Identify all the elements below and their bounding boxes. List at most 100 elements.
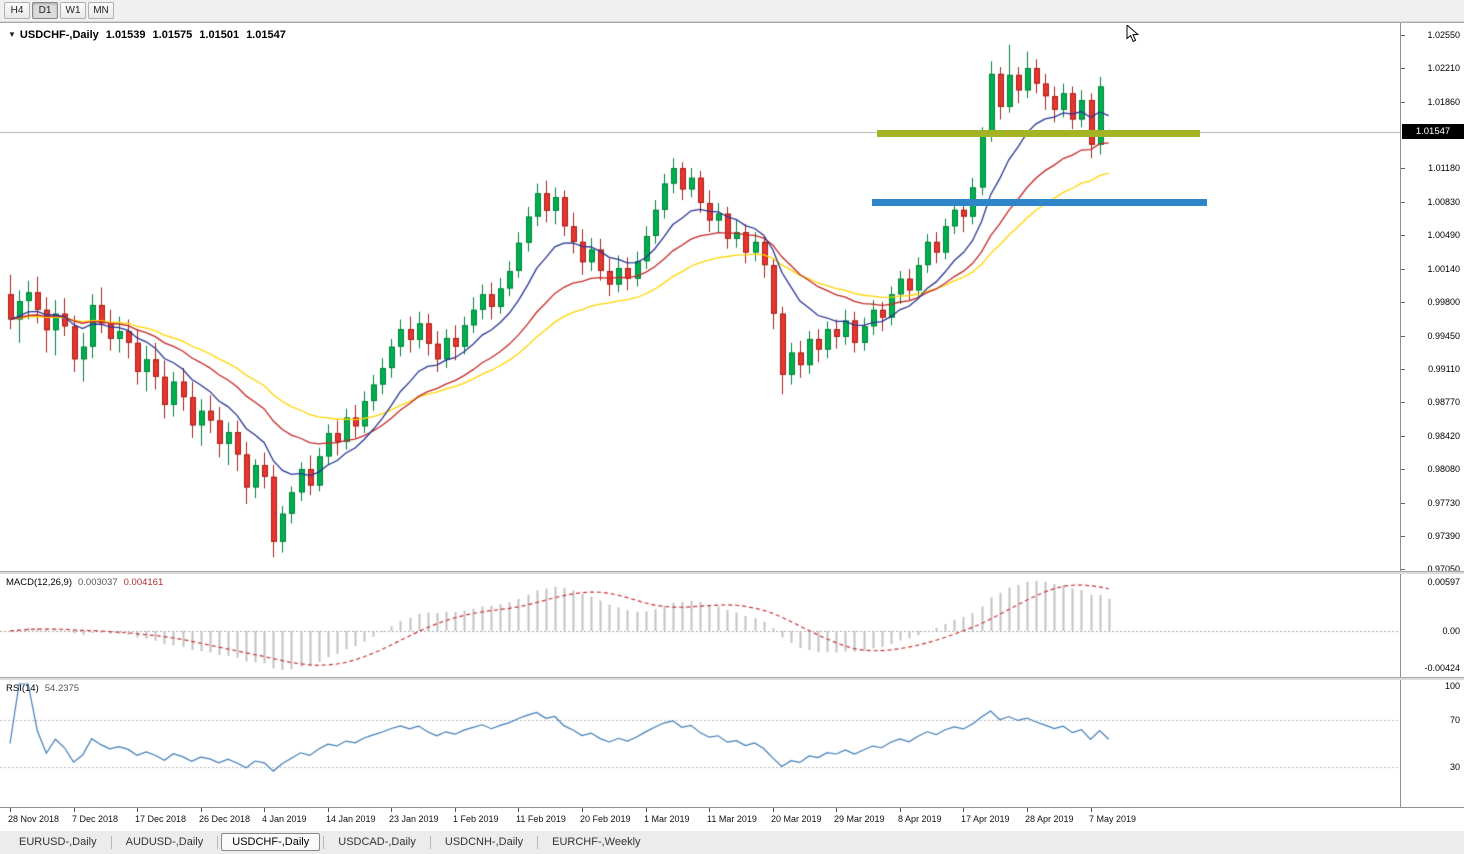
- price-tick-label: 1.00140: [1427, 264, 1460, 274]
- price-tick-label: 0.97730: [1427, 498, 1460, 508]
- open-value: 1.01539: [105, 29, 146, 41]
- tab-separator: [217, 835, 219, 849]
- price-tickmark: [1401, 402, 1405, 403]
- rsi-axis-70-label: 70: [1449, 715, 1460, 725]
- timeframe-toolbar: H4 D1 W1 MN: [0, 0, 1464, 22]
- tab-usdcad-daily[interactable]: USDCAD-,Daily: [338, 836, 416, 848]
- panel-divider[interactable]: [0, 677, 1464, 680]
- chart-tabs-bar: EURUSD-,Daily AUDUSD-,Daily USDCHF-,Daily U…: [0, 830, 1464, 854]
- timeframe-button-mn[interactable]: MN: [88, 2, 114, 19]
- date-tickmark: [391, 808, 392, 812]
- tab-eurusd-daily[interactable]: EURUSD-,Daily: [19, 836, 97, 848]
- price-tickmark: [1401, 35, 1405, 36]
- date-tickmark: [201, 808, 202, 812]
- date-tick-label: 20 Feb 2019: [580, 814, 631, 824]
- tab-eurchf-weekly[interactable]: EURCHF-,Weekly: [552, 836, 641, 848]
- symbol-dropdown-icon[interactable]: ▼: [8, 30, 16, 39]
- price-tickmark: [1401, 202, 1405, 203]
- price-tickmark: [1401, 569, 1405, 570]
- rsi-name: RSI(14): [6, 683, 39, 694]
- date-tickmark: [646, 808, 647, 812]
- price-tickmark: [1401, 369, 1405, 370]
- macd-axis-top-label: 0.00597: [1427, 577, 1460, 587]
- price-axis[interactable]: 0.00597 0.00 -0.00424 100 70 30 1.01547 …: [1400, 23, 1464, 807]
- main-chart-panel: ▼ USDCHF-,Daily 1.01539 1.01575 1.01501 1.015…: [0, 23, 1400, 571]
- price-tickmark: [1401, 68, 1405, 69]
- rsi-axis-30-label: 30: [1449, 762, 1460, 772]
- price-tick-label: 0.98770: [1427, 397, 1460, 407]
- rsi-value: 54.2375: [44, 683, 80, 694]
- price-tickmark: [1401, 336, 1405, 337]
- rsi-axis-100-label: 100: [1444, 681, 1460, 691]
- date-tickmark: [900, 808, 901, 812]
- support-ray[interactable]: [872, 198, 1207, 206]
- macd-label: MACD(12,26,9) 0.003037 0.004161: [6, 577, 163, 588]
- timeframe-button-w1[interactable]: W1: [60, 2, 86, 19]
- price-tick-label: 0.98420: [1427, 431, 1460, 441]
- date-tick-label: 17 Dec 2018: [135, 814, 187, 824]
- date-tick-label: 8 Apr 2019: [898, 814, 942, 824]
- price-tick-label: 0.99110: [1428, 364, 1460, 374]
- timeframe-button-h4[interactable]: H4: [4, 2, 30, 19]
- macd-canvas[interactable]: [0, 574, 1400, 677]
- date-tickmark: [455, 808, 456, 812]
- tab-separator: [429, 835, 431, 849]
- date-tick-label: 7 Dec 2018: [72, 814, 119, 824]
- date-tick-label: 29 Mar 2019: [834, 814, 885, 824]
- date-tickmark: [773, 808, 774, 812]
- price-tickmark: [1401, 269, 1405, 270]
- price-tickmark: [1401, 235, 1405, 236]
- date-tickmark: [328, 808, 329, 812]
- price-tickmark: [1401, 436, 1405, 437]
- date-tick-label: 4 Jan 2019: [262, 814, 307, 824]
- price-tickmark: [1401, 469, 1405, 470]
- date-tick-label: 11 Feb 2019: [516, 814, 566, 824]
- date-tickmark: [1091, 808, 1092, 812]
- price-tick-label: 0.99800: [1427, 297, 1460, 307]
- price-tick-label: 1.00830: [1427, 197, 1460, 207]
- chart-header: ▼ USDCHF-,Daily 1.01539 1.01575 1.01501 1.015…: [8, 29, 286, 41]
- macd-name: MACD(12,26,9): [6, 577, 72, 588]
- date-tick-label: 17 Apr 2019: [961, 814, 1010, 824]
- rsi-label: RSI(14) 54.2375: [6, 683, 79, 694]
- mouse-cursor: [1126, 23, 1140, 48]
- date-tick-label: 7 May 2019: [1089, 814, 1137, 824]
- date-tickmark: [518, 808, 519, 812]
- rsi-panel: RSI(14) 54.2375: [0, 680, 1400, 807]
- date-tick-label: 28 Nov 2018: [8, 814, 60, 824]
- date-tick-label: 1 Mar 2019: [644, 814, 690, 824]
- timeframe-button-d1[interactable]: D1: [32, 2, 58, 19]
- date-tick-label: 1 Feb 2019: [453, 814, 499, 824]
- price-tickmark: [1401, 168, 1405, 169]
- low-value: 1.01501: [199, 29, 240, 41]
- candlestick-chart-canvas[interactable]: [0, 23, 1400, 571]
- date-axis[interactable]: 28 Nov 2018 7 Dec 2018 17 Dec 2018 26 Dec 2…: [0, 807, 1464, 831]
- date-tickmark: [836, 808, 837, 812]
- price-tick-label: 1.01180: [1428, 163, 1460, 173]
- date-tickmark: [137, 808, 138, 812]
- tab-usdcnh-daily[interactable]: USDCNH-,Daily: [444, 836, 524, 848]
- date-tickmark: [10, 808, 11, 812]
- date-tick-label: 14 Jan 2019: [326, 814, 376, 824]
- macd-axis-zero-label: 0.00: [1442, 626, 1460, 636]
- price-tick-label: 0.97050: [1427, 564, 1460, 574]
- panel-divider[interactable]: [0, 571, 1464, 574]
- price-tick-label: 0.99450: [1427, 331, 1460, 341]
- price-tick-label: 0.97390: [1427, 531, 1460, 541]
- price-tick-label: 0.98080: [1427, 464, 1460, 474]
- date-tick-label: 20 Mar 2019: [771, 814, 822, 824]
- macd-signal-value: 0.004161: [123, 577, 164, 588]
- date-tick-label: 28 Apr 2019: [1025, 814, 1074, 824]
- rsi-canvas[interactable]: [0, 680, 1400, 807]
- price-tick-label: 1.01860: [1427, 97, 1460, 107]
- symbol-label: USDCHF-,Daily: [19, 29, 99, 41]
- date-tickmark: [1027, 808, 1028, 812]
- close-value: 1.01547: [246, 29, 286, 41]
- date-tickmark: [709, 808, 710, 812]
- macd-panel: MACD(12,26,9) 0.003037 0.004161: [0, 574, 1400, 677]
- tab-usdchf-daily[interactable]: USDCHF-,Daily: [221, 833, 321, 851]
- macd-axis-bottom-label: -0.00424: [1424, 663, 1460, 673]
- tab-audusd-daily[interactable]: AUDUSD-,Daily: [125, 836, 204, 848]
- resistance-ray[interactable]: [877, 129, 1200, 137]
- date-tick-label: 23 Jan 2019: [389, 814, 439, 824]
